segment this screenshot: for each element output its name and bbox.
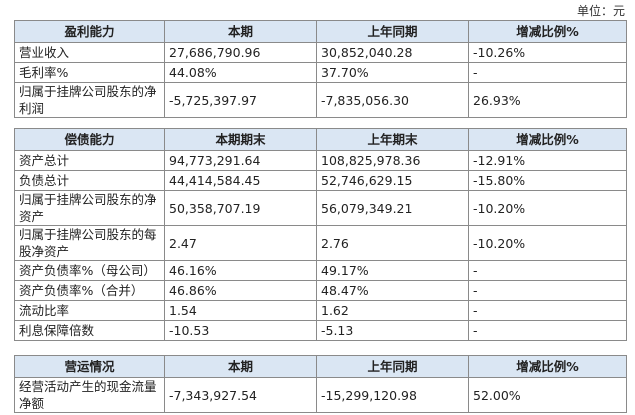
change-value: 52.00% (468, 377, 627, 413)
prior-value: 1.62 (316, 300, 469, 321)
table-row: 归属于挂牌公司股东的净利润 -5,725,397.97 -7,835,056.3… (14, 82, 627, 118)
header-prior: 上年同期 (316, 355, 469, 378)
header-prior: 上年同期 (316, 20, 469, 43)
table-row: 流动比率 1.54 1.62 - (14, 300, 627, 321)
header-category: 偿债能力 (14, 128, 165, 151)
row-label: 营业收入 (14, 42, 165, 63)
table-row: 归属于挂牌公司股东的净资产 50,358,707.19 56,079,349.2… (14, 190, 627, 226)
current-value: 27,686,790.96 (164, 42, 317, 63)
table-row: 利息保障倍数 -10.53 -5.13 - (14, 320, 627, 341)
change-value: -10.20% (468, 225, 627, 261)
row-label: 资产总计 (14, 150, 165, 171)
row-label: 归属于挂牌公司股东的净利润 (14, 82, 165, 118)
table-row: 归属于挂牌公司股东的每股净资产 2.47 2.76 -10.20% (14, 225, 627, 261)
header-change: 增减比例% (468, 20, 627, 43)
header-prior: 上年期末 (316, 128, 469, 151)
row-label: 资产负债率%（合并） (14, 280, 165, 301)
row-label: 毛利率% (14, 62, 165, 83)
prior-value: 2.76 (316, 225, 469, 261)
current-value: -5,725,397.97 (164, 82, 317, 118)
prior-value: -15,299,120.98 (316, 377, 469, 413)
change-value: -15.80% (468, 170, 627, 191)
header-category: 盈利能力 (14, 20, 165, 43)
table-row: 资产负债率%（母公司） 46.16% 49.17% - (14, 260, 627, 281)
change-value: -10.26% (468, 42, 627, 63)
header-current: 本期期末 (164, 128, 317, 151)
change-value: - (468, 260, 627, 281)
row-label: 经营活动产生的现金流量净额 (14, 377, 165, 413)
row-label: 流动比率 (14, 300, 165, 321)
row-label: 归属于挂牌公司股东的净资产 (14, 190, 165, 226)
table-header-row: 营运情况 本期 上年同期 增减比例% (14, 355, 627, 378)
header-category: 营运情况 (14, 355, 165, 378)
header-current: 本期 (164, 355, 317, 378)
table-row: 负债总计 44,414,584.45 52,746,629.15 -15.80% (14, 170, 627, 191)
header-current: 本期 (164, 20, 317, 43)
current-value: -10.53 (164, 320, 317, 341)
table-row: 资产负债率%（合并） 46.86% 48.47% - (14, 280, 627, 301)
prior-value: 37.70% (316, 62, 469, 83)
current-value: 50,358,707.19 (164, 190, 317, 226)
change-value: - (468, 280, 627, 301)
prior-value: 108,825,978.36 (316, 150, 469, 171)
prior-value: 49.17% (316, 260, 469, 281)
current-value: 1.54 (164, 300, 317, 321)
prior-value: 52,746,629.15 (316, 170, 469, 191)
table-row: 经营活动产生的现金流量净额 -7,343,927.54 -15,299,120.… (14, 377, 627, 413)
current-value: 46.16% (164, 260, 317, 281)
table-row: 资产总计 94,773,291.64 108,825,978.36 -12.91… (14, 150, 627, 171)
change-value: - (468, 62, 627, 83)
table-row: 营业收入 27,686,790.96 30,852,040.28 -10.26% (14, 42, 627, 63)
operations-table: 营运情况 本期 上年同期 增减比例% 经营活动产生的现金流量净额 -7,343,… (14, 355, 627, 413)
current-value: 44.08% (164, 62, 317, 83)
row-label: 负债总计 (14, 170, 165, 191)
unit-label: 单位：元 (576, 4, 625, 18)
current-value: 2.47 (164, 225, 317, 261)
prior-value: 48.47% (316, 280, 469, 301)
row-label: 归属于挂牌公司股东的每股净资产 (14, 225, 165, 261)
change-value: - (468, 300, 627, 321)
table-row: 毛利率% 44.08% 37.70% - (14, 62, 627, 83)
current-value: 94,773,291.64 (164, 150, 317, 171)
change-value: -10.20% (468, 190, 627, 226)
change-value: - (468, 320, 627, 341)
current-value: 46.86% (164, 280, 317, 301)
prior-value: -5.13 (316, 320, 469, 341)
profitability-table: 盈利能力 本期 上年同期 增减比例% 营业收入 27,686,790.96 30… (14, 20, 627, 118)
prior-value: 56,079,349.21 (316, 190, 469, 226)
change-value: -12.91% (468, 150, 627, 171)
table-header-row: 盈利能力 本期 上年同期 增减比例% (14, 20, 627, 43)
current-value: 44,414,584.45 (164, 170, 317, 191)
solvency-table: 偿债能力 本期期末 上年期末 增减比例% 资产总计 94,773,291.64 … (14, 128, 627, 341)
row-label: 资产负债率%（母公司） (14, 260, 165, 281)
row-label: 利息保障倍数 (14, 320, 165, 341)
current-value: -7,343,927.54 (164, 377, 317, 413)
header-change: 增减比例% (468, 128, 627, 151)
change-value: 26.93% (468, 82, 627, 118)
table-header-row: 偿债能力 本期期末 上年期末 增减比例% (14, 128, 627, 151)
header-change: 增减比例% (468, 355, 627, 378)
prior-value: 30,852,040.28 (316, 42, 469, 63)
prior-value: -7,835,056.30 (316, 82, 469, 118)
